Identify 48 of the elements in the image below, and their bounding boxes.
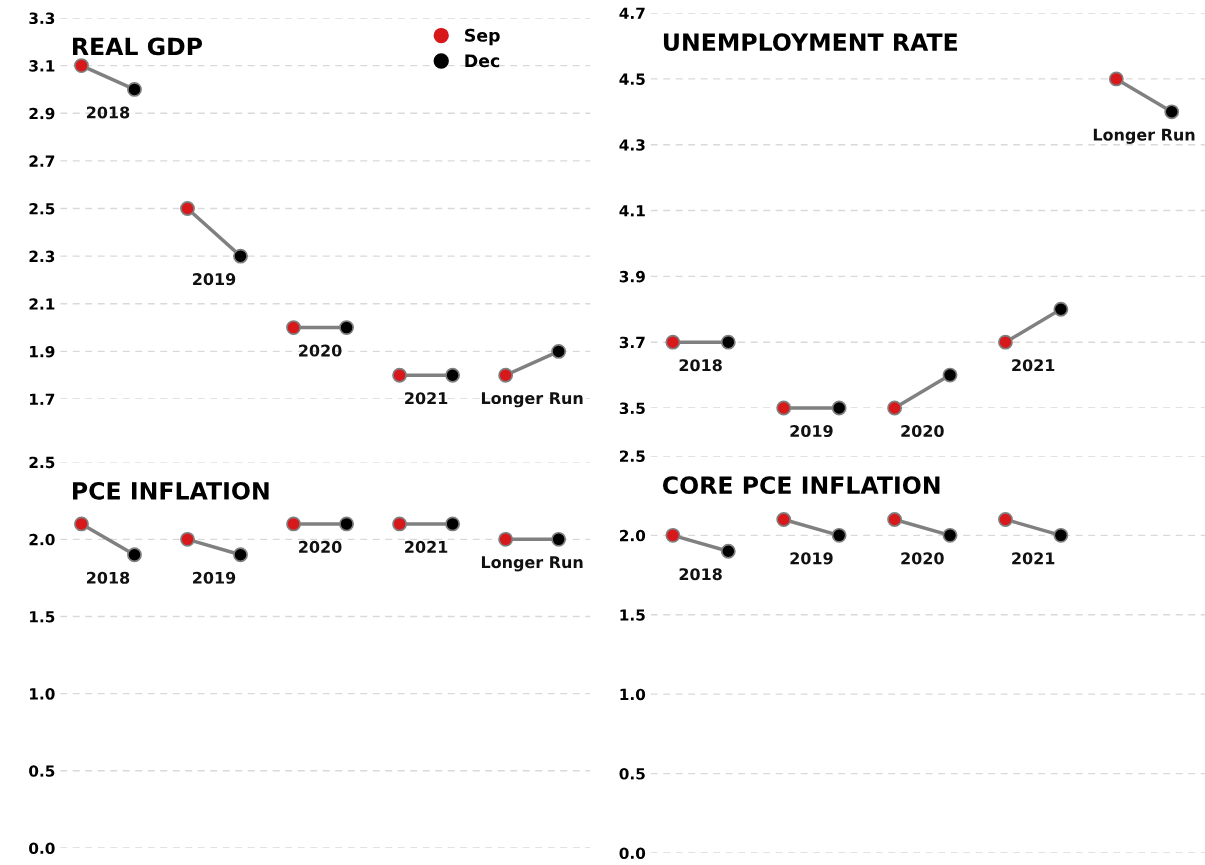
category-label: 2021 <box>1012 552 1055 565</box>
category-label: 2020 <box>299 540 342 553</box>
category-label: 2020 <box>901 424 944 438</box>
text: CORE PCE INFLATION <box>662 476 940 495</box>
y-tick-label: 0.0 <box>29 842 55 854</box>
y-tick-label: 2.5 <box>29 456 55 469</box>
y-tick-label: 0.5 <box>29 765 55 777</box>
category-label: Longer Run <box>1093 128 1195 144</box>
y-tick-label: 2.3 <box>29 250 55 263</box>
y-tick-label: 1.0 <box>620 688 646 701</box>
y-tick-label: 3.5 <box>619 402 645 415</box>
category-label: 2021 <box>405 540 448 553</box>
y-tick-label: 3.7 <box>619 336 645 349</box>
y-tick-label: 3.3 <box>29 12 55 25</box>
y-tick-label: 3.1 <box>29 60 55 72</box>
text: PCE INFLATION <box>73 481 269 500</box>
category-label: 2019 <box>790 424 833 438</box>
y-tick-label: 0.5 <box>619 768 645 780</box>
category-label: 2019 <box>790 552 833 565</box>
y-tick-label: 0.0 <box>619 847 646 859</box>
y-tick-label: 1.5 <box>620 609 645 621</box>
y-tick-label: 1.5 <box>30 611 55 623</box>
category-label: 2018 <box>679 568 722 581</box>
legend-label: Sep <box>465 28 500 46</box>
category-label: 2019 <box>193 571 236 584</box>
y-tick-label: 2.9 <box>29 107 55 120</box>
y-tick-label: 3.9 <box>619 270 645 283</box>
category-label: 2018 <box>679 359 722 372</box>
y-tick-label: 1.9 <box>30 345 55 358</box>
y-tick-label: 2.5 <box>29 202 55 215</box>
legend-label: Dec <box>465 54 500 68</box>
category-label: 2018 <box>87 571 130 584</box>
category-label: 2020 <box>901 552 944 565</box>
y-tick-label: 4.7 <box>619 7 645 19</box>
y-tick-label: 1.0 <box>30 688 55 700</box>
y-tick-label: 2.7 <box>29 155 55 167</box>
y-tick-label: 2.0 <box>29 533 55 546</box>
y-tick-label: 4.1 <box>619 205 645 217</box>
y-tick-label: 4.5 <box>619 73 645 85</box>
category-label: 2021 <box>1012 359 1055 372</box>
y-tick-label: 2.0 <box>619 529 646 542</box>
y-tick-label: 2.1 <box>29 298 55 310</box>
y-tick-label: 2.5 <box>619 450 645 462</box>
category-label: Longer Run <box>481 556 583 572</box>
text: UNEMPLOYMENT RATE <box>663 33 957 52</box>
y-tick-label: 1.7 <box>30 393 55 405</box>
y-tick-label: 4.3 <box>619 139 645 151</box>
text: REAL GDP <box>73 37 203 56</box>
